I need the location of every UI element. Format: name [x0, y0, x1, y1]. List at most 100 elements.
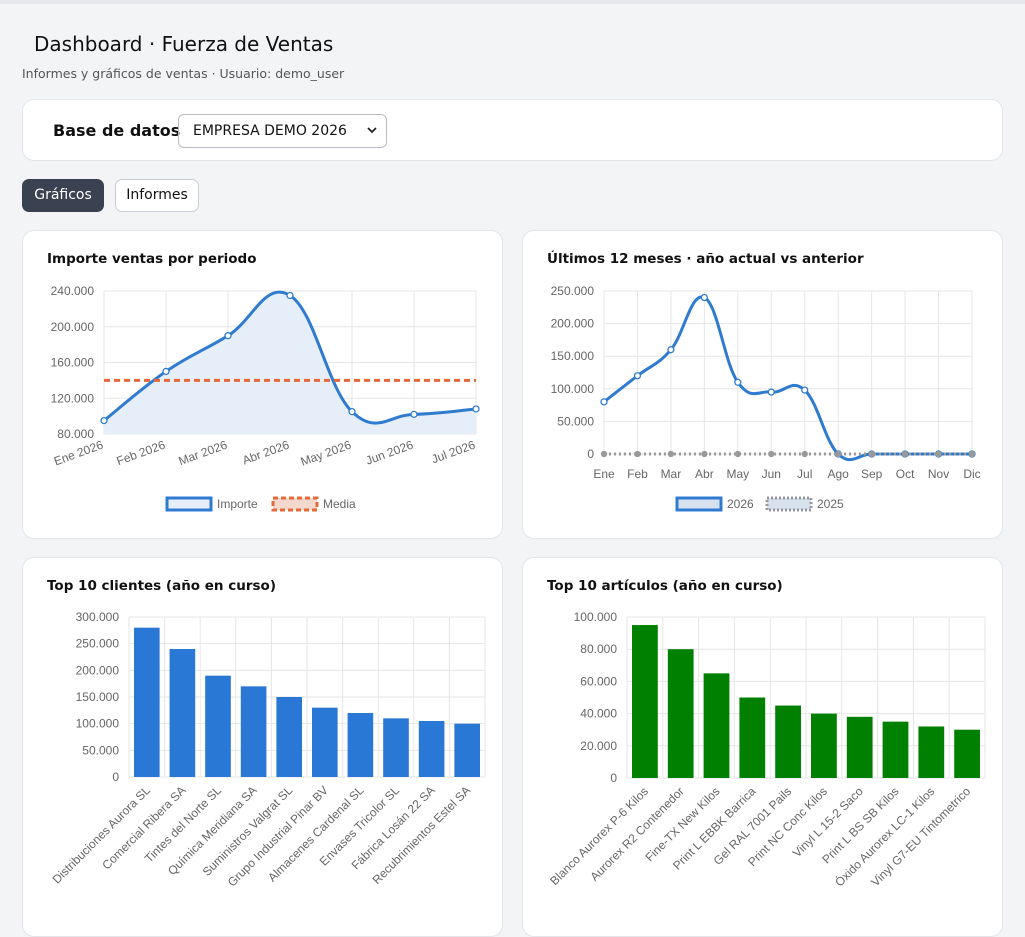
bar: [632, 625, 658, 778]
bar: [667, 649, 694, 778]
data-point: [224, 332, 232, 340]
chart-title: Top 10 artículos (año en curso): [547, 578, 783, 594]
bar: [383, 718, 409, 777]
data-point: [600, 450, 608, 458]
chart-card-top-articulos: Top 10 artículos (año en curso) 0 20.000 4…: [522, 557, 1003, 937]
chart-title: Últimos 12 meses · año actual vs anterio…: [547, 251, 864, 267]
bar: [205, 675, 231, 777]
database-label: Base de datos: [53, 121, 181, 140]
data-point: [734, 378, 742, 386]
data-point: [734, 450, 741, 458]
x-tick-label: Abr 2026: [240, 438, 291, 468]
bar: [454, 723, 481, 777]
chart-title: Top 10 clientes (año en curso): [47, 578, 276, 594]
page-title: Dashboard · Fuerza de Ventas: [34, 32, 334, 56]
x-tick-label: Feb 2026: [115, 438, 168, 469]
y-tick-label: 100.000: [551, 382, 595, 396]
x-tick-label: Jun 2026: [364, 438, 415, 468]
y-tick-label: 0: [112, 770, 119, 784]
twelve-month-chart: 0 50.000 100.000 150.000 200.000 250.000 Ene Fe…: [551, 284, 981, 512]
data-point: [667, 450, 675, 458]
x-tick-label: Dic: [963, 467, 980, 481]
data-point: [286, 291, 294, 300]
x-tick-label: Oct: [896, 467, 915, 481]
chevron-down-icon: [366, 115, 378, 159]
y-tick-label: 250.000: [76, 637, 120, 651]
tab-informes[interactable]: Informes: [115, 179, 199, 212]
legend-label: 2025: [817, 497, 844, 511]
legend-label: Importe: [217, 497, 258, 511]
data-point: [633, 372, 642, 380]
y-tick-label: 0: [587, 447, 594, 461]
y-tick-label: 0: [610, 771, 617, 785]
database-select[interactable]: EMPRESA DEMO 2026: [178, 114, 387, 148]
data-point: [162, 367, 170, 376]
data-point: [767, 388, 775, 396]
y-tick-label: 120.000: [51, 391, 95, 405]
x-tick-label: Sep: [861, 467, 883, 481]
data-point: [634, 450, 641, 458]
y-tick-label: 150.000: [76, 690, 120, 704]
bar: [811, 713, 837, 778]
y-tick-label: 150.000: [551, 349, 595, 363]
legend-swatch: [675, 496, 723, 512]
x-tick-label: Jul 2026: [430, 438, 478, 467]
data-point: [667, 346, 675, 354]
bar: [169, 649, 196, 777]
y-tick-label: 200.000: [51, 320, 95, 334]
x-tick-label: Feb: [627, 467, 648, 481]
y-tick-label: 60.000: [580, 674, 617, 688]
y-tick-label: 300.000: [76, 610, 120, 624]
top-border: [0, 0, 1025, 4]
data-point: [968, 450, 976, 458]
x-tick-label: Nov: [928, 467, 949, 481]
x-tick-label: Jul: [797, 467, 812, 481]
chart-title: Importe ventas por periodo: [47, 251, 257, 267]
database-card: Base de datos EMPRESA DEMO 2026: [22, 99, 1003, 161]
data-point: [472, 405, 480, 413]
bar: [739, 697, 766, 778]
bar: [954, 729, 980, 778]
page-subtitle: Informes y gráficos de ventas · Usuario:…: [22, 66, 345, 81]
legend-label: Media: [323, 497, 356, 511]
y-tick-label: 100.000: [574, 610, 618, 624]
bar: [240, 686, 267, 777]
bar: [276, 697, 303, 777]
x-tick-label: Mar: [661, 467, 682, 481]
bar: [846, 716, 873, 778]
data-point: [701, 450, 708, 458]
bar: [918, 726, 945, 778]
data-point: [801, 450, 808, 458]
y-tick-label: 160.000: [51, 356, 95, 370]
legend-swatch: [765, 496, 813, 512]
tab-graficos[interactable]: Gráficos: [22, 179, 104, 212]
data-point: [100, 416, 108, 425]
data-point: [768, 450, 775, 458]
y-tick-label: 240.000: [51, 284, 95, 298]
chart-card-12-meses: Últimos 12 meses · año actual vs anterio…: [522, 230, 1003, 539]
bar: [882, 721, 909, 778]
y-tick-label: 200.000: [551, 317, 595, 331]
y-tick-label: 100.000: [76, 717, 120, 731]
data-point: [835, 450, 842, 458]
y-tick-label: 80.000: [580, 642, 617, 656]
legend-swatch: [165, 496, 213, 512]
y-tick-label: 50.000: [557, 414, 594, 428]
y-tick-label: 80.000: [57, 427, 94, 441]
x-tick-label: Ene 2026: [52, 438, 105, 469]
data-point: [868, 450, 875, 458]
legend-swatch: [271, 496, 319, 512]
data-point: [700, 293, 709, 302]
data-point: [935, 450, 942, 458]
y-tick-label: 20.000: [580, 739, 617, 753]
data-point: [410, 410, 418, 418]
bar: [703, 673, 730, 778]
data-point: [901, 450, 909, 458]
y-tick-label: 50.000: [82, 743, 119, 757]
chart-card-importe: Importe ventas por periodo 80.000 120.000…: [22, 230, 503, 539]
bar: [775, 705, 801, 778]
x-tick-label: Ago: [828, 467, 850, 481]
chart-card-top-clientes: Top 10 clientes (año en curso) 0 50.000 10…: [22, 557, 503, 937]
x-tick-label: May 2026: [299, 438, 354, 469]
data-point: [600, 398, 608, 406]
